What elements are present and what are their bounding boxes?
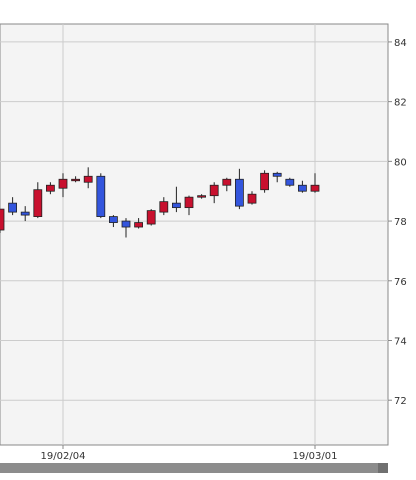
candle bbox=[310, 173, 320, 193]
candle-body-up bbox=[197, 195, 207, 198]
candle-body-down bbox=[121, 220, 131, 228]
y-tick-label: 74 bbox=[394, 336, 407, 347]
candle-body-up bbox=[159, 201, 169, 213]
candle bbox=[247, 191, 257, 205]
y-tick-label: 82 bbox=[394, 98, 407, 109]
candle-body-up bbox=[83, 175, 93, 183]
candle-body-up bbox=[71, 178, 80, 182]
candle bbox=[285, 177, 295, 187]
candle bbox=[297, 180, 307, 193]
candle-body-down bbox=[285, 178, 295, 186]
candle bbox=[222, 177, 232, 192]
candles bbox=[0, 167, 320, 238]
candle bbox=[197, 194, 207, 199]
candle bbox=[234, 168, 244, 210]
candle-body-up bbox=[222, 178, 232, 186]
scrollbar-track[interactable] bbox=[0, 463, 388, 473]
candle-body-up bbox=[58, 178, 68, 189]
candle-body-up bbox=[33, 189, 43, 217]
y-tick-label: 84 bbox=[394, 38, 407, 49]
candle-body-down bbox=[109, 216, 118, 223]
candle bbox=[71, 176, 80, 183]
candle-body-down bbox=[272, 172, 282, 177]
y-axis: 72 74 76 78 80 82 84 bbox=[388, 38, 407, 407]
y-tick-label: 72 bbox=[394, 396, 407, 407]
candle bbox=[171, 186, 181, 213]
y-tick-label: 80 bbox=[394, 157, 407, 168]
candle-body-up bbox=[184, 196, 194, 209]
candle bbox=[134, 218, 144, 229]
y-tick-label: 76 bbox=[394, 277, 407, 288]
x-axis: 19/02/04 19/03/01 bbox=[41, 445, 338, 462]
candle-body-down bbox=[297, 184, 307, 192]
plot-area bbox=[0, 23, 389, 446]
candle bbox=[272, 171, 282, 183]
candle bbox=[20, 206, 30, 222]
candle bbox=[260, 170, 270, 193]
candle-body-down bbox=[8, 202, 18, 213]
candle bbox=[0, 208, 5, 234]
candle-body-up bbox=[310, 184, 320, 192]
candle-body-up bbox=[134, 222, 144, 228]
candle bbox=[159, 197, 169, 216]
grid-lines bbox=[0, 24, 388, 445]
candle bbox=[109, 215, 118, 228]
candle bbox=[33, 182, 43, 219]
candle-body-up bbox=[260, 172, 270, 191]
candle-body-down bbox=[171, 202, 181, 209]
candle bbox=[96, 173, 106, 219]
candle-body-down bbox=[96, 175, 106, 217]
candle-body-up bbox=[46, 184, 55, 192]
horizontal-scrollbar[interactable] bbox=[0, 463, 388, 473]
candle bbox=[58, 173, 68, 198]
candle bbox=[209, 182, 219, 204]
x-tick-label: 19/02/04 bbox=[41, 451, 86, 462]
candle bbox=[121, 218, 131, 238]
y-tick-label: 78 bbox=[394, 217, 407, 228]
candle-body-up bbox=[0, 208, 5, 231]
x-tick-label: 19/03/01 bbox=[293, 451, 338, 462]
scrollbar-end-cap[interactable] bbox=[378, 463, 388, 473]
candle-body-up bbox=[209, 184, 219, 197]
candle-body-up bbox=[146, 210, 156, 225]
candle-body-down bbox=[234, 178, 244, 207]
candle bbox=[184, 195, 194, 216]
candle bbox=[8, 197, 18, 216]
candle bbox=[146, 209, 156, 226]
candle-body-up bbox=[247, 193, 257, 204]
candle-body-down bbox=[20, 211, 30, 216]
candle bbox=[83, 167, 93, 189]
candle bbox=[46, 182, 55, 195]
